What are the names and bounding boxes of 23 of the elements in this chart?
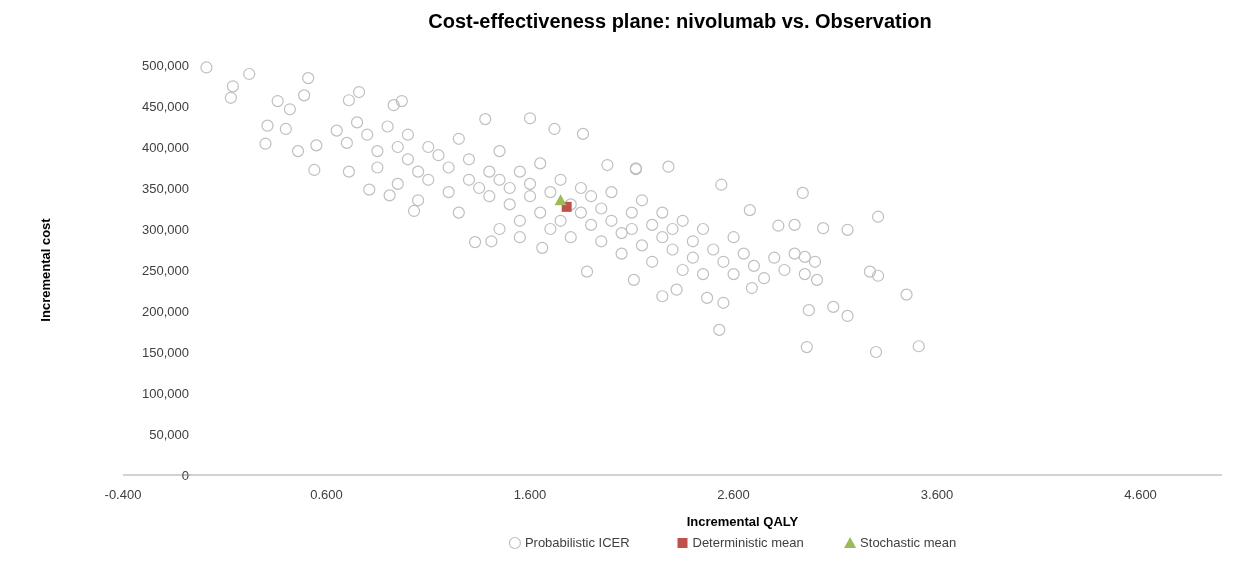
chart-title: Cost-effectiveness plane: nivolumab vs. Observation	[428, 10, 932, 32]
x-tick-label: -0.400	[104, 487, 142, 502]
y-tick-label: 350,000	[142, 180, 189, 196]
y-tick-label: 300,000	[142, 221, 189, 237]
x-tick-label: 2.600	[717, 487, 750, 502]
y-tick-label: 100,000	[142, 385, 189, 401]
legend-label: Stochastic mean	[860, 535, 957, 550]
y-tick-label: 200,000	[142, 303, 189, 319]
y-tick-label: 500,000	[142, 57, 189, 73]
legend-label: Deterministic mean	[692, 535, 804, 550]
x-tick-label: 0.600	[310, 487, 343, 502]
x-tick-label: 1.600	[513, 487, 547, 502]
y-tick-label: 450,000	[142, 98, 189, 114]
y-tick-label: 400,000	[142, 139, 189, 155]
y-tick-label: 250,000	[142, 262, 189, 278]
y-tick-label: 50,000	[149, 426, 189, 442]
y-tick-label: 150,000	[142, 344, 189, 360]
y-tick-label: 0	[181, 467, 189, 483]
legend-label: Probabilistic ICER	[524, 535, 630, 550]
x-tick-label: 3.600	[920, 487, 954, 502]
y-axis-title: Incremental cost	[38, 217, 53, 322]
x-axis-title: Incremental QALY	[686, 514, 799, 529]
x-tick-label: 4.600	[1124, 487, 1157, 502]
